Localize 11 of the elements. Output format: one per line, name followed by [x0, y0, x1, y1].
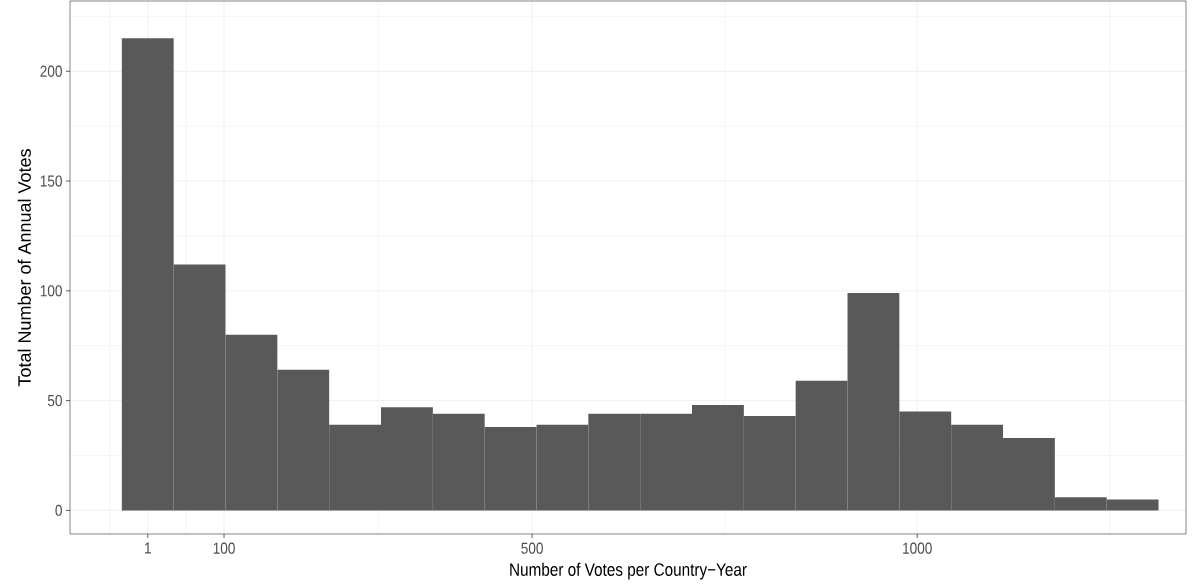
x-tick-label: 1 [145, 542, 151, 554]
x-tick-label: 500 [521, 542, 543, 554]
y-tick-label: 200 [40, 65, 62, 77]
x-tick-label: 1000 [903, 542, 932, 554]
y-tick-label: 100 [40, 285, 62, 297]
y-axis-title: Total Number of Annual Votes [17, 149, 31, 387]
y-tick-label: 150 [40, 175, 62, 187]
y-tick-label: 0 [55, 504, 62, 517]
x-axis-title: Number of Votes per Country−Year [510, 562, 747, 580]
x-tick-label: 100 [213, 542, 235, 554]
y-tick-label: 50 [47, 394, 62, 407]
